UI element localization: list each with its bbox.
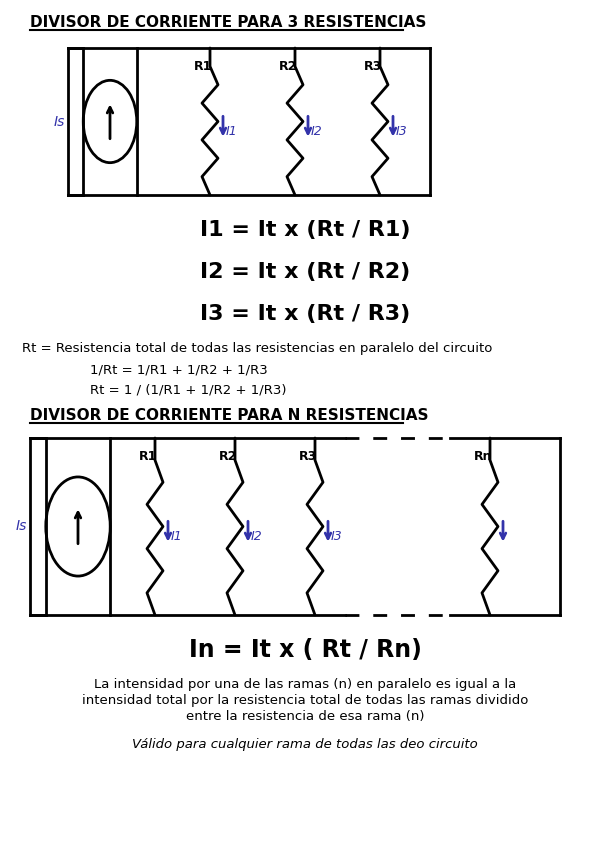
Text: Rt = Resistencia total de todas las resistencias en paralelo del circuito: Rt = Resistencia total de todas las resi… [22,342,492,355]
Text: R2: R2 [219,450,238,463]
Text: I3 = It x (Rt / R3): I3 = It x (Rt / R3) [200,304,410,324]
Text: R3: R3 [299,450,317,463]
Text: Rn: Rn [474,450,492,463]
Text: I1: I1 [226,125,238,138]
Text: DIVISOR DE CORRIENTE PARA N RESISTENCIAS: DIVISOR DE CORRIENTE PARA N RESISTENCIAS [30,408,428,423]
Text: Rt = 1 / (1/R1 + 1/R2 + 1/R3): Rt = 1 / (1/R1 + 1/R2 + 1/R3) [90,383,287,396]
Text: I2: I2 [311,125,323,138]
Text: R2: R2 [279,60,298,73]
Text: I3: I3 [331,530,343,543]
Text: entre la resistencia de esa rama (n): entre la resistencia de esa rama (n) [186,710,424,723]
Text: I2 = It x (Rt / R2): I2 = It x (Rt / R2) [200,262,410,282]
Text: Is: Is [16,520,27,533]
Text: intensidad total por la resistencia total de todas las ramas dividido: intensidad total por la resistencia tota… [82,694,528,707]
Text: In = It x ( Rt / Rn): In = It x ( Rt / Rn) [189,638,422,662]
Text: R1: R1 [194,60,213,73]
Text: La intensidad por una de las ramas (n) en paralelo es igual a la: La intensidad por una de las ramas (n) e… [94,678,516,691]
Text: 1/Rt = 1/R1 + 1/R2 + 1/R3: 1/Rt = 1/R1 + 1/R2 + 1/R3 [90,363,268,376]
Text: I3: I3 [396,125,408,138]
Text: I1 = It x (Rt / R1): I1 = It x (Rt / R1) [200,220,410,240]
Text: Is: Is [54,114,65,129]
Text: DIVISOR DE CORRIENTE PARA 3 RESISTENCIAS: DIVISOR DE CORRIENTE PARA 3 RESISTENCIAS [30,15,426,30]
Text: I1: I1 [171,530,183,543]
Text: R3: R3 [364,60,382,73]
Text: R1: R1 [139,450,158,463]
Text: I2: I2 [251,530,263,543]
Text: Válido para cualquier rama de todas las deo circuito: Válido para cualquier rama de todas las … [132,738,478,751]
